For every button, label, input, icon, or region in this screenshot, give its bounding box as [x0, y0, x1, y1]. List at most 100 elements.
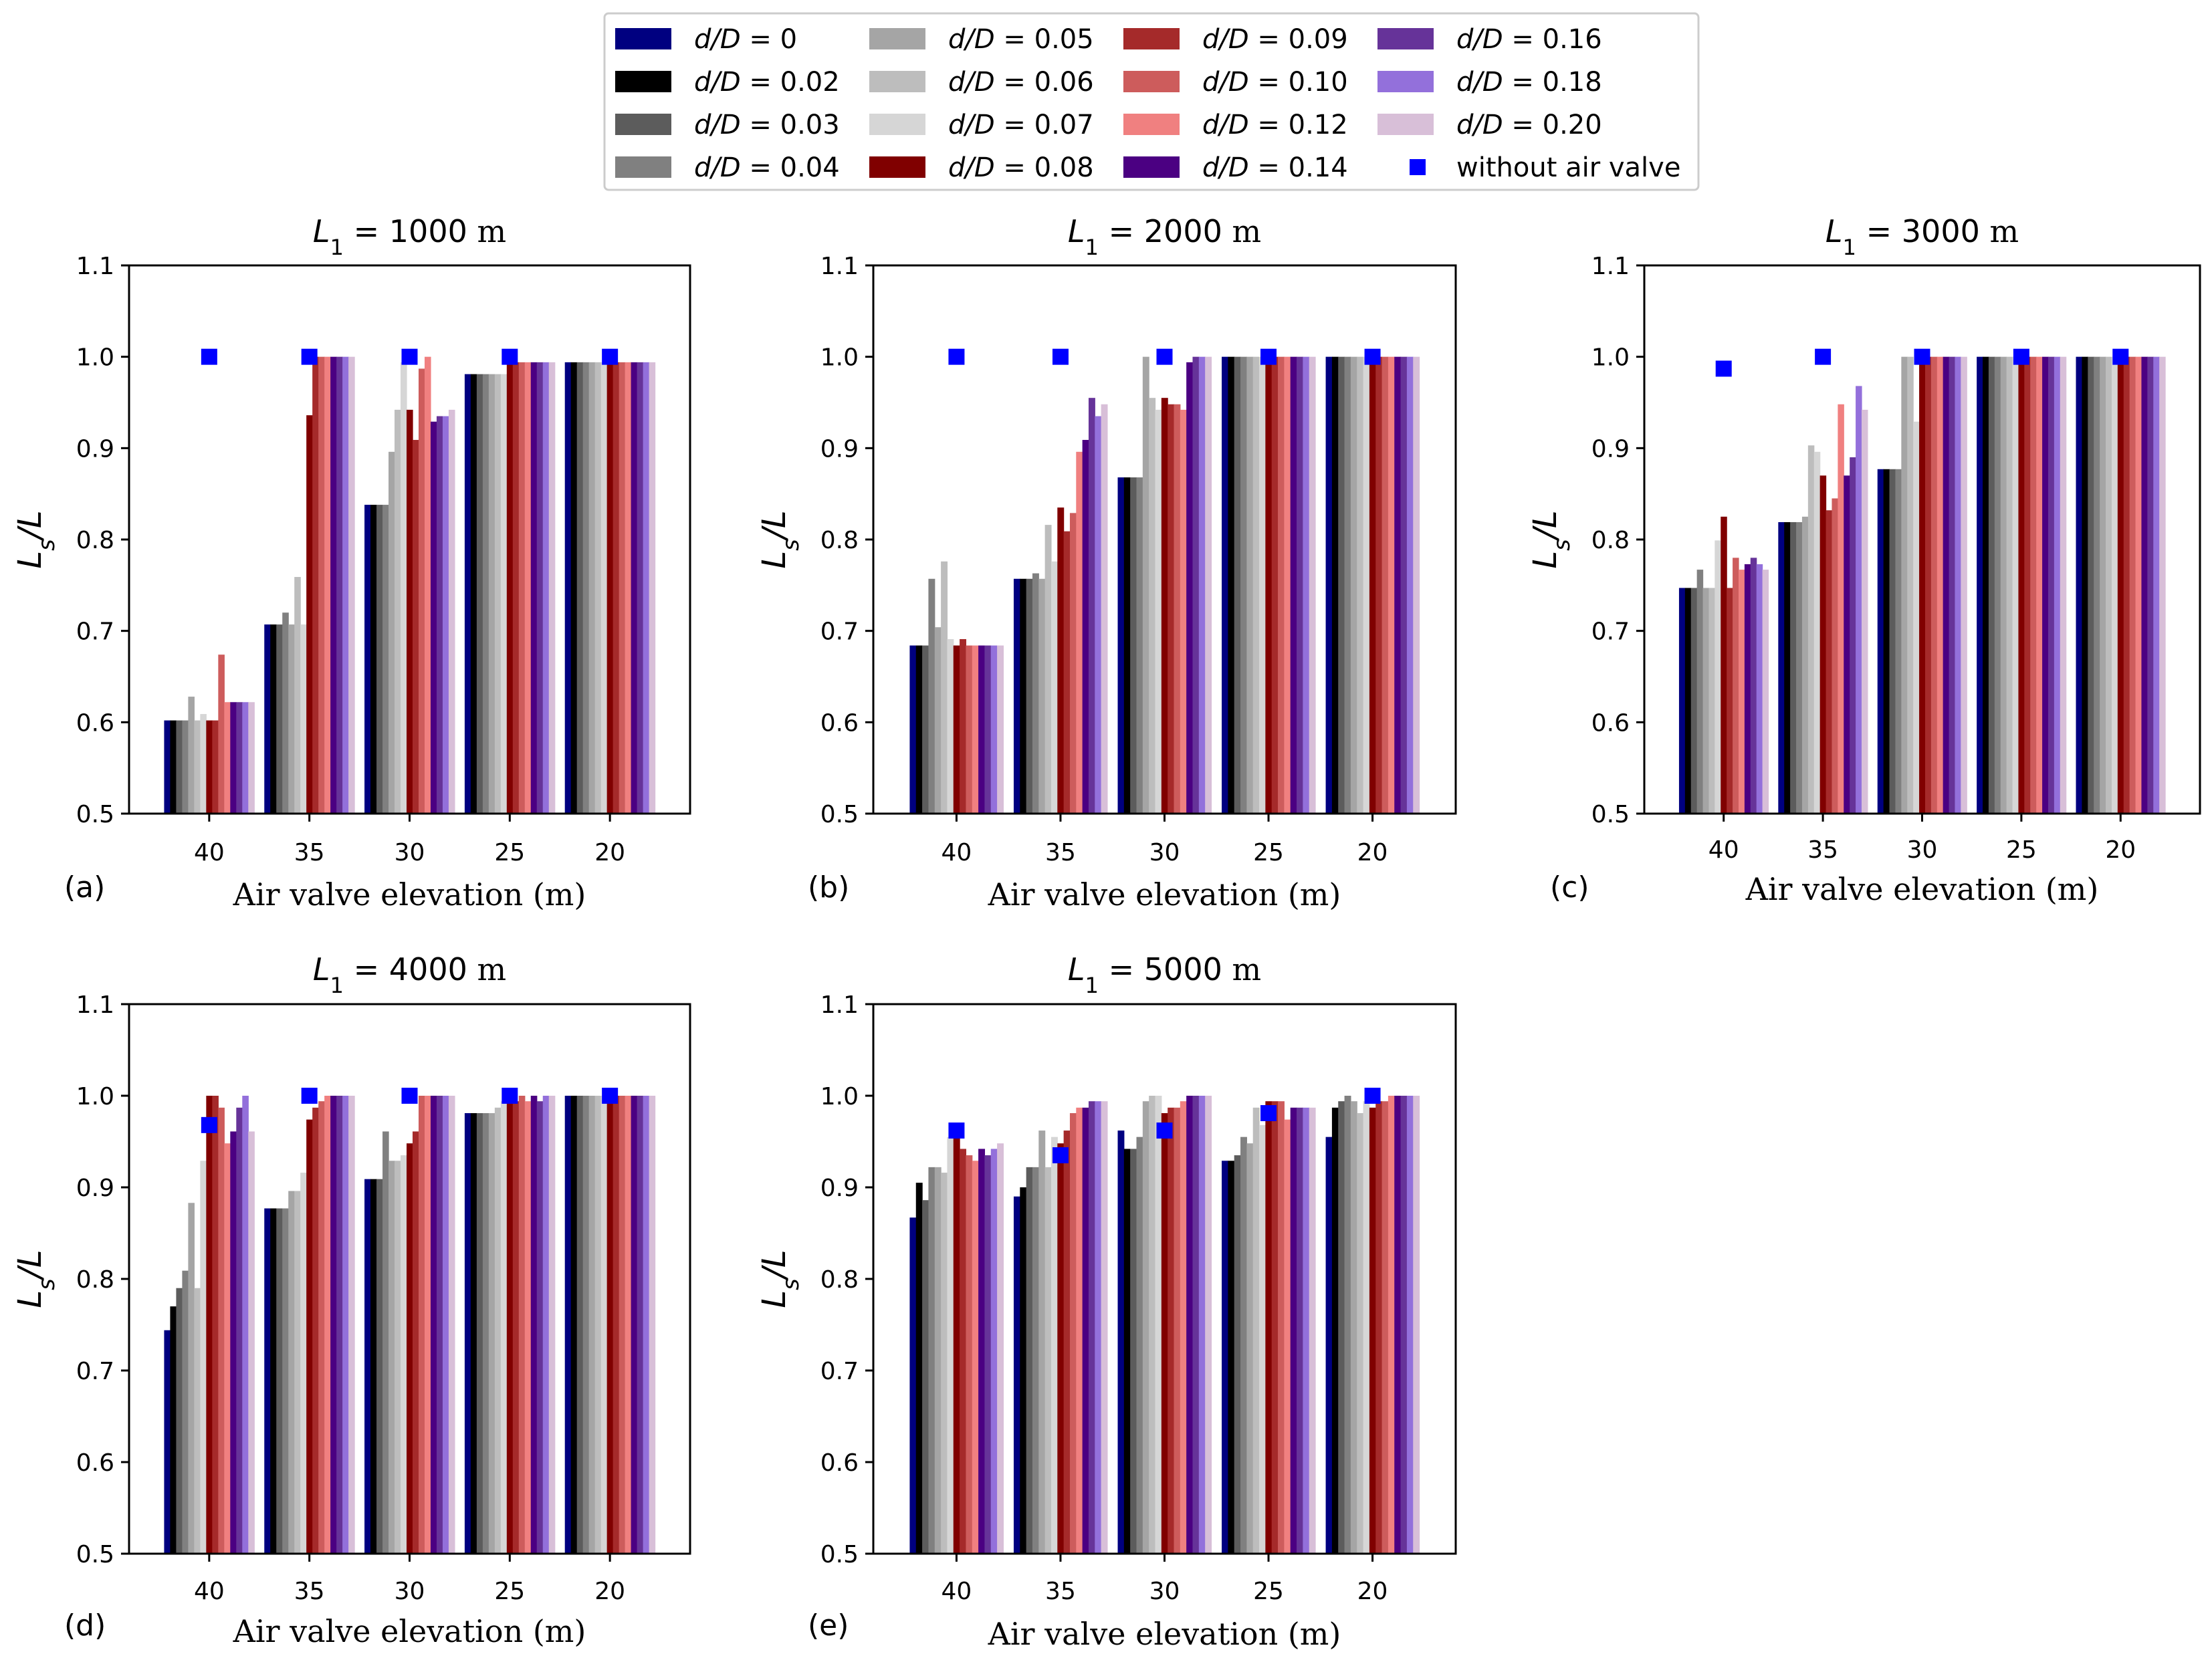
bar — [1278, 356, 1285, 814]
y-tick-label: 0.9 — [820, 1175, 859, 1202]
bar — [1228, 1161, 1235, 1554]
bar — [218, 654, 225, 814]
bar — [1325, 356, 1333, 814]
bar — [536, 362, 544, 814]
bar — [418, 368, 425, 814]
bar — [476, 374, 483, 814]
bar — [1678, 588, 1686, 814]
bar — [1303, 356, 1310, 814]
bar — [382, 1131, 389, 1554]
bar — [1303, 1107, 1310, 1554]
y-tick-label: 0.6 — [1591, 709, 1630, 737]
bar — [1715, 540, 1721, 814]
bar — [1357, 356, 1364, 814]
bar — [1901, 356, 1908, 814]
bar — [1155, 1096, 1162, 1554]
bar — [212, 720, 219, 814]
legend-entry: d/D = 0.18 — [1377, 67, 1602, 98]
bar — [613, 362, 620, 814]
bar — [1088, 398, 1095, 814]
x-tick-label: 20 — [1357, 839, 1388, 866]
bar — [972, 645, 979, 814]
legend-label: d/D = 0.10 — [1202, 67, 1348, 98]
bar — [576, 362, 584, 814]
legend-swatch — [1123, 71, 1180, 92]
bar — [1738, 570, 1745, 814]
bar — [312, 356, 319, 814]
x-tick-label: 20 — [2105, 836, 2136, 864]
bar — [1020, 578, 1027, 814]
y-tick-label: 1.1 — [76, 991, 114, 1019]
bar — [909, 1217, 917, 1554]
bar — [306, 1119, 313, 1554]
y-tick-label: 0.8 — [820, 527, 859, 554]
bar — [1832, 498, 1838, 814]
y-tick-label: 1.1 — [1591, 253, 1630, 280]
bar — [1889, 469, 1896, 814]
x-tick-label: 25 — [2006, 836, 2037, 864]
bar — [224, 1143, 231, 1554]
bar — [2030, 356, 2037, 814]
bar — [2100, 356, 2106, 814]
bar — [2024, 356, 2031, 814]
bar — [242, 1096, 249, 1554]
bar — [436, 1096, 443, 1554]
marker-without-air-valve — [401, 348, 418, 365]
legend-entry: d/D = 0.05 — [869, 24, 1094, 55]
bar — [306, 415, 313, 814]
bar — [418, 1096, 425, 1554]
bar — [164, 720, 171, 814]
x-tick-label: 20 — [594, 839, 625, 866]
y-tick-label: 0.7 — [820, 618, 859, 646]
y-tick-label: 0.5 — [820, 1541, 859, 1568]
x-tick-label: 30 — [395, 1578, 425, 1605]
y-tick-label: 1.0 — [76, 344, 114, 372]
legend-swatch — [869, 114, 925, 135]
bar — [1838, 404, 1844, 814]
bar — [182, 720, 189, 814]
bar — [1180, 1101, 1187, 1554]
bar — [424, 356, 431, 814]
bar — [270, 1208, 277, 1554]
marker-without-air-valve — [1715, 360, 1732, 377]
bar — [230, 1131, 237, 1554]
bar — [1381, 1101, 1389, 1554]
bar — [1790, 522, 1797, 814]
x-tick-label: 35 — [1807, 836, 1838, 864]
bar — [1744, 564, 1751, 814]
bar — [1198, 1096, 1206, 1554]
panel-label: (c) — [1550, 870, 1589, 905]
bar — [530, 1096, 538, 1554]
y-axis-label: Ls/L — [1527, 510, 1575, 568]
bar — [1778, 522, 1785, 814]
bar — [1331, 1107, 1339, 1554]
legend-entry: d/D = 0.14 — [1123, 152, 1348, 183]
bar — [1228, 356, 1235, 814]
bar — [1032, 573, 1039, 814]
bar — [1149, 1096, 1156, 1554]
x-tick-label: 25 — [1253, 1578, 1284, 1605]
marker-without-air-valve — [301, 348, 318, 365]
legend-label: d/D = 0 — [694, 24, 797, 55]
bar — [494, 1107, 502, 1554]
legend-label: d/D = 0.06 — [948, 67, 1094, 98]
bar — [978, 1149, 986, 1554]
legend: d/D = 0 d/D = 0.02 d/D = 0.03 d/D = 0.04 d/D… — [603, 12, 1700, 191]
bar — [376, 1179, 383, 1554]
legend-entry: d/D = 0.04 — [615, 152, 840, 183]
bar — [2117, 356, 2124, 814]
bar — [1375, 1101, 1383, 1554]
bar — [294, 577, 301, 814]
bar — [548, 1096, 556, 1554]
legend-entry: d/D = 0.12 — [1123, 110, 1348, 140]
marker-without-air-valve — [1052, 348, 1069, 365]
bar — [2060, 356, 2067, 814]
bar — [288, 1191, 295, 1554]
bar — [1130, 1149, 1137, 1554]
bar — [1994, 356, 2001, 814]
bar — [506, 362, 514, 814]
marker-without-air-valve — [602, 1088, 619, 1104]
bar — [1013, 1196, 1020, 1554]
bar — [2018, 356, 2025, 814]
bar — [564, 362, 572, 814]
